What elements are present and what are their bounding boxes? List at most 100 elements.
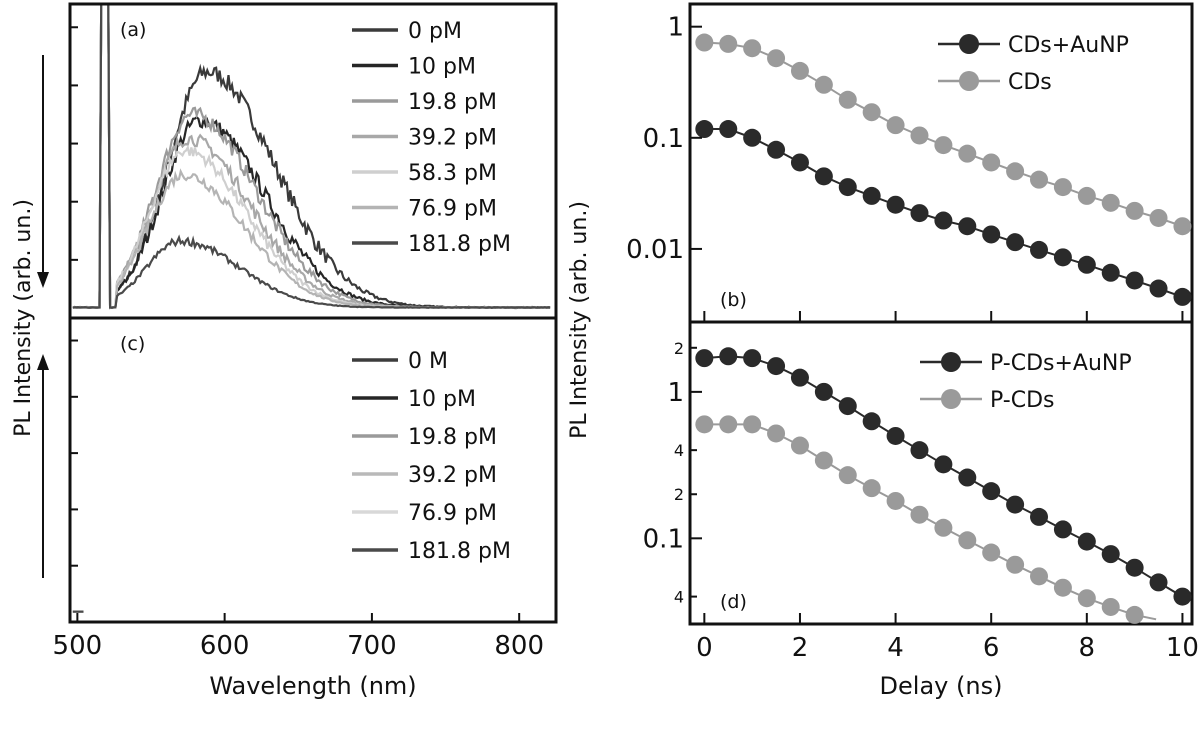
data-point xyxy=(886,491,905,510)
data-point xyxy=(1006,495,1025,514)
legend-label: P-CDs xyxy=(990,388,1055,413)
data-point xyxy=(910,204,929,223)
y-tick-label: 0.01 xyxy=(626,235,684,265)
data-point xyxy=(719,34,738,53)
series-line xyxy=(72,4,551,310)
data-point xyxy=(1101,263,1120,282)
x-tick-label: 6 xyxy=(983,633,1000,663)
data-point xyxy=(910,505,929,524)
legend-label: 19.8 pM xyxy=(408,425,497,450)
panel-d: 2 1 4 2 0.1 4 0 2 4 6 8 10 Delay (ns) P-CDs+AuNP P-CDs… xyxy=(643,320,1199,700)
left-y-axis-label: PL Intensity (arb. un.) xyxy=(11,199,36,437)
legend-label: 0 pM xyxy=(408,19,462,44)
data-point xyxy=(695,415,714,434)
data-point xyxy=(814,451,833,470)
panel-a: 0 pM 10 pM 19.8 pM 39.2 pM 58.3 pM 76.9 pM 181… xyxy=(68,2,558,320)
panel-label: (d) xyxy=(720,591,747,613)
legend-label: 10 pM xyxy=(408,55,476,80)
data-point xyxy=(1125,558,1144,577)
x-axis-title: Delay (ns) xyxy=(880,672,1003,700)
data-point xyxy=(1077,589,1096,608)
data-point xyxy=(1077,255,1096,274)
data-point xyxy=(814,75,833,94)
data-point xyxy=(982,482,1001,501)
data-point xyxy=(695,349,714,368)
data-point xyxy=(958,217,977,236)
y-tick-label: 4 xyxy=(674,588,684,607)
data-point xyxy=(1030,170,1049,189)
y-tick-label: 0.1 xyxy=(643,124,684,154)
data-point xyxy=(1149,208,1168,227)
data-point xyxy=(1053,520,1072,539)
data-point xyxy=(910,441,929,460)
x-tick-label: 500 xyxy=(53,631,103,661)
data-point xyxy=(1030,567,1049,586)
legend-marker xyxy=(959,71,979,91)
data-point xyxy=(1149,279,1168,298)
data-point xyxy=(1101,597,1120,616)
legend-marker xyxy=(941,352,961,372)
y-tick-label: 2 xyxy=(674,339,684,358)
data-point xyxy=(838,397,857,416)
x-tick-label: 600 xyxy=(200,631,250,661)
y-tick-label: 1 xyxy=(667,13,684,43)
data-point xyxy=(719,120,738,139)
data-point xyxy=(1101,545,1120,564)
data-point xyxy=(958,531,977,550)
y-tick-label: 4 xyxy=(674,441,684,460)
x-tick-label: 10 xyxy=(1166,633,1199,663)
panel-label: (a) xyxy=(120,19,146,41)
data-point xyxy=(958,144,977,163)
data-point xyxy=(1125,201,1144,220)
data-point xyxy=(934,211,953,230)
data-point xyxy=(695,120,714,139)
legend-label: 181.8 pM xyxy=(408,539,511,564)
data-point xyxy=(886,195,905,214)
legend-label: 0 M xyxy=(408,349,448,374)
data-point xyxy=(695,33,714,52)
legend-label: CDs+AuNP xyxy=(1008,33,1129,58)
data-point xyxy=(1077,532,1096,551)
legend-label: 19.8 pM xyxy=(408,90,497,115)
data-point xyxy=(934,136,953,155)
legend-label: 39.2 pM xyxy=(408,463,497,488)
data-point xyxy=(743,349,762,368)
data-point xyxy=(982,543,1001,562)
data-point xyxy=(838,178,857,197)
data-point xyxy=(1173,587,1192,606)
data-point xyxy=(862,186,881,205)
legend-marker xyxy=(941,389,961,409)
data-point xyxy=(790,61,809,80)
arrow-up-icon xyxy=(37,354,49,578)
data-point xyxy=(1149,573,1168,592)
data-point xyxy=(1125,271,1144,290)
data-point xyxy=(1006,233,1025,252)
data-point xyxy=(982,225,1001,244)
data-point xyxy=(743,415,762,434)
data-point xyxy=(1173,217,1192,236)
x-axis-title: Wavelength (nm) xyxy=(209,672,416,700)
data-point xyxy=(1053,248,1072,267)
data-point xyxy=(790,436,809,455)
data-point xyxy=(934,518,953,537)
data-point xyxy=(1053,578,1072,597)
data-point xyxy=(743,128,762,147)
data-point xyxy=(719,347,738,366)
x-tick-label: 8 xyxy=(1079,633,1096,663)
data-point xyxy=(958,468,977,487)
y-tick-label: 2 xyxy=(674,485,684,504)
data-point xyxy=(1053,178,1072,197)
data-point xyxy=(934,455,953,474)
legend-label: 181.8 pM xyxy=(408,232,511,257)
data-point xyxy=(790,368,809,387)
panel-label: (b) xyxy=(720,289,747,311)
data-point xyxy=(1006,162,1025,181)
legend-label: 76.9 pM xyxy=(408,501,497,526)
data-point xyxy=(1125,605,1144,624)
data-point xyxy=(1006,555,1025,574)
arrow-down-icon xyxy=(37,55,49,288)
x-tick-label: 0 xyxy=(696,633,713,663)
panel-label: (c) xyxy=(120,333,145,355)
x-tick-label: 700 xyxy=(347,631,397,661)
